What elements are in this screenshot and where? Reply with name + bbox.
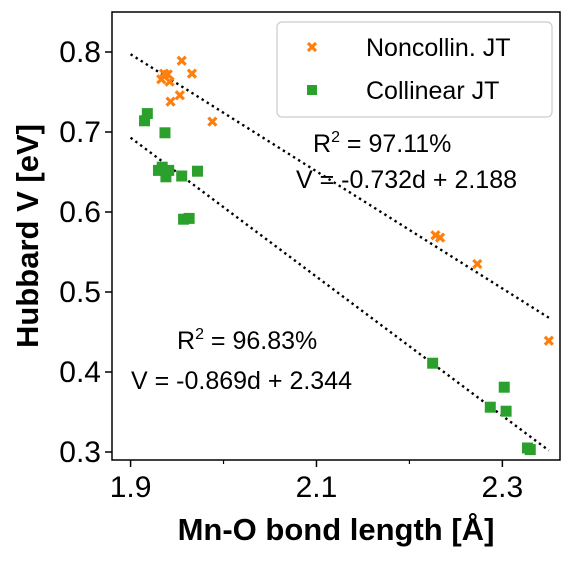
y-tick-label: 0.3	[59, 436, 101, 469]
point-collinear-8	[192, 165, 204, 177]
point-noncollinear-4	[176, 55, 187, 66]
y-axis-label: Hubbard V [eV]	[10, 124, 45, 348]
point-collinear-5	[160, 171, 172, 183]
legend-marker-collinear	[307, 85, 317, 95]
point-collinear-10	[183, 212, 195, 224]
y-tick-label: 0.7	[59, 116, 101, 149]
point-collinear-2	[159, 127, 171, 139]
point-noncollinear-11	[472, 258, 483, 270]
legend-label-noncollinear: Noncollin. JT	[366, 34, 511, 62]
annotation-r2-noncollinear: R2 = 97.11%	[313, 129, 451, 158]
x-tick-label: 2.1	[296, 471, 338, 504]
point-collinear-11	[427, 357, 439, 369]
point-collinear-0	[139, 115, 151, 127]
point-noncollinear-2	[162, 69, 173, 80]
legend-marker-noncollinear	[306, 41, 318, 53]
x-tick-label: 1.9	[110, 471, 152, 504]
point-noncollinear-6	[165, 96, 176, 107]
annotation-equation-collinear: V = -0.869d + 2.344	[131, 367, 352, 395]
point-collinear-12	[484, 401, 496, 413]
y-axis-ticks: 0.3 0.4 0.5 0.6 0.7 0.8	[59, 36, 112, 469]
point-collinear-7	[176, 170, 188, 182]
point-collinear-6	[163, 164, 175, 176]
point-collinear-14	[500, 405, 512, 417]
point-noncollinear-5	[186, 68, 198, 79]
legend: Noncollin. JT Collinear JT	[276, 21, 553, 118]
point-collinear-4	[156, 161, 168, 173]
point-collinear-9	[178, 213, 190, 225]
fit-lines	[129, 53, 550, 452]
y-tick-label: 0.8	[59, 36, 101, 69]
data-marks	[139, 55, 554, 456]
y-tick-label: 0.6	[59, 196, 101, 229]
point-collinear-16	[524, 444, 536, 456]
point-noncollinear-7	[174, 90, 185, 101]
y-tick-label: 0.5	[59, 276, 101, 309]
point-noncollinear-12	[543, 335, 554, 346]
x-axis-label: Mn-O bond length [Å]	[178, 512, 495, 547]
x-tick-label: 2.3	[482, 471, 524, 504]
annotation-equation-noncollinear: V = -0.732d + 2.188	[296, 166, 517, 194]
point-collinear-1	[141, 108, 153, 120]
legend-label-collinear: Collinear JT	[366, 77, 499, 105]
plot-frame	[111, 11, 561, 461]
point-noncollinear-3	[164, 76, 175, 87]
point-collinear-13	[498, 381, 510, 393]
fit-line-0	[129, 53, 550, 319]
annotation-r2-collinear: R2 = 96.83%	[177, 326, 317, 355]
x-axis-ticks: 1.9 2.1 2.3	[110, 460, 524, 504]
legend-box	[276, 21, 553, 118]
y-tick-label: 0.4	[59, 356, 101, 389]
point-noncollinear-8	[207, 116, 218, 127]
point-noncollinear-10	[434, 232, 446, 243]
